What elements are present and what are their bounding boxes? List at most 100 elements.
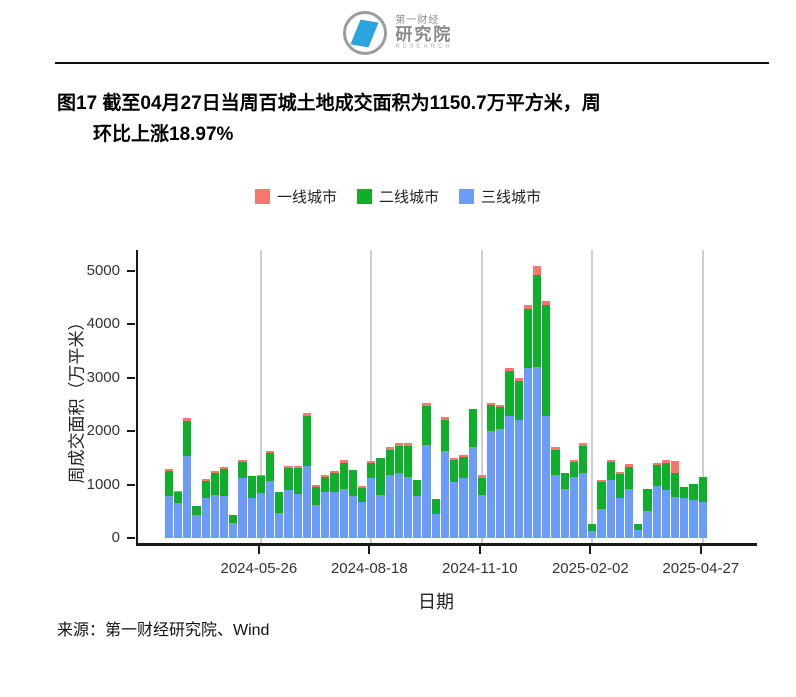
bar-segment-二线城市 <box>376 457 385 495</box>
bar-segment-一线城市 <box>358 486 367 489</box>
x-tick-label: 2025-04-27 <box>662 560 740 577</box>
x-tick-label: 2025-02-02 <box>551 560 629 577</box>
stacked-bar <box>551 250 560 543</box>
stacked-bar <box>477 250 486 543</box>
bar-segment-三线城市 <box>579 472 588 538</box>
bar-segment-一线城市 <box>201 478 210 481</box>
bar-segment-一线城市 <box>302 412 311 417</box>
bar-segment-二线城市 <box>496 407 505 429</box>
bar-segment-三线城市 <box>459 478 468 538</box>
bar-segment-二线城市 <box>615 474 625 498</box>
y-tick-label: 5000 <box>86 262 120 279</box>
bar-segment-三线城市 <box>404 476 413 538</box>
bar-segment-三线城市 <box>477 495 486 538</box>
bar-segment-一线城市 <box>523 305 532 310</box>
stacked-bar <box>394 250 404 543</box>
stacked-bar <box>192 250 201 543</box>
bar-segment-一线城市 <box>615 471 625 475</box>
bar-segment-三线城市 <box>293 494 302 538</box>
bar-segment-三线城市 <box>440 451 450 538</box>
bar-segment-一线城市 <box>284 466 293 469</box>
bar-segment-一线城市 <box>238 459 247 462</box>
bar-segment-一线城市 <box>542 301 551 306</box>
bar-segment-三线城市 <box>450 481 459 538</box>
stacked-bar <box>358 250 367 543</box>
bar-segment-三线城市 <box>238 477 247 538</box>
bar-segment-二线城市 <box>275 491 284 513</box>
x-tick-mark <box>589 546 592 554</box>
bar-segment-三线城市 <box>671 496 680 538</box>
bar-segment-一线城市 <box>671 460 680 473</box>
bar-segment-二线城市 <box>468 409 477 448</box>
x-tick-mark <box>699 546 702 554</box>
stacked-bar <box>615 250 625 543</box>
stacked-bar <box>219 250 229 543</box>
legend-item-tier3: 三线城市 <box>459 186 541 207</box>
bar-segment-三线城市 <box>597 509 606 538</box>
bar-segment-三线城市 <box>652 486 661 538</box>
stacked-bar <box>588 250 597 543</box>
y-tick-mark <box>127 483 135 486</box>
x-tick-label: 2024-05-26 <box>220 560 298 577</box>
bar-segment-一线城市 <box>569 459 578 463</box>
logo-brand-main: 研究院 <box>395 25 453 45</box>
bar-segment-一线城市 <box>173 490 183 492</box>
bar-segment-三线城市 <box>505 416 514 538</box>
bar-segment-一线城市 <box>404 443 413 447</box>
bar-segment-二线城市 <box>422 406 431 446</box>
stacked-bar <box>164 250 173 543</box>
bar-segment-二线城市 <box>514 381 523 421</box>
bar-segment-三线城市 <box>183 456 192 538</box>
bar-segment-一线城市 <box>652 463 661 466</box>
bar-segment-二线城市 <box>689 484 698 500</box>
figure-title-line1: 图17 截至04月27日当周百城土地成交面积为1150.7万平方米，周 <box>57 93 601 114</box>
chart-legend: 一线城市 二线城市 三线城市 <box>0 186 796 207</box>
bar-segment-一线城市 <box>459 454 468 458</box>
bar-segment-一线城市 <box>625 464 634 467</box>
stacked-bar <box>275 250 284 543</box>
bar-segment-二线城市 <box>643 489 652 512</box>
bar-segment-二线城市 <box>413 480 422 497</box>
bar-segment-二线城市 <box>256 476 265 493</box>
stacked-bar <box>689 250 698 543</box>
stacked-bar <box>422 250 431 543</box>
bar-segment-三线城市 <box>588 530 597 538</box>
figure-title: 图17 截至04月27日当周百城土地成交面积为1150.7万平方米，周 环比上涨… <box>57 88 757 151</box>
stacked-bar <box>671 250 680 543</box>
bar-segment-三线城市 <box>339 489 348 538</box>
y-axis-title: 周成交面积（万平米） <box>67 313 87 484</box>
bar-segment-二线城市 <box>532 275 542 368</box>
bar-segment-二线城市 <box>634 523 643 531</box>
bar-segment-三线城市 <box>569 476 578 538</box>
bar-segment-二线城市 <box>229 514 238 523</box>
bar-segment-三线城市 <box>164 496 173 538</box>
bar-segment-二线城市 <box>210 473 219 496</box>
bar-segment-三线城市 <box>367 477 376 538</box>
bar-segment-三线城市 <box>615 497 625 538</box>
x-tick-mark <box>257 546 260 554</box>
logo-parallelogram-icon <box>350 19 379 48</box>
bar-segment-三线城市 <box>625 488 634 538</box>
bar-segment-一线城市 <box>551 446 560 451</box>
stacked-bar <box>413 250 422 543</box>
stacked-bar <box>606 250 615 543</box>
bar-segment-三线城市 <box>229 522 238 538</box>
bar-segment-三线城市 <box>661 489 671 538</box>
bar-segment-一线城市 <box>183 417 192 421</box>
bar-segment-三线城市 <box>275 512 284 538</box>
logo-circle-icon <box>343 11 388 55</box>
bar-segment-二线城市 <box>560 472 569 489</box>
bar-segment-三线城市 <box>486 431 496 538</box>
stacked-bar <box>210 250 219 543</box>
stacked-bar <box>321 250 330 543</box>
bar-segment-二线城市 <box>321 476 330 492</box>
logo-brand-sub: RESEARCH <box>395 44 453 51</box>
bar-segment-二线城市 <box>569 462 578 477</box>
stacked-bar <box>376 250 385 543</box>
stacked-bar <box>523 250 532 543</box>
stacked-bar <box>330 250 339 543</box>
legend-label-tier3: 三线城市 <box>481 189 542 206</box>
header-divider <box>55 62 769 64</box>
legend-label-tier2: 二线城市 <box>378 189 439 206</box>
stacked-bar <box>625 250 634 543</box>
